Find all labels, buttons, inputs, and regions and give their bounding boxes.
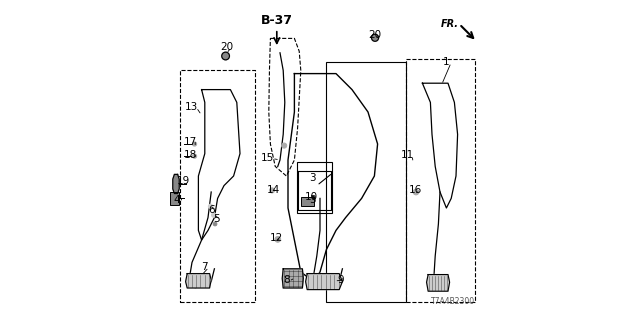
Bar (297, 162, 332, 213)
Text: 18: 18 (184, 150, 197, 160)
Circle shape (413, 189, 419, 195)
Text: 4: 4 (173, 195, 180, 205)
Text: 3: 3 (308, 195, 316, 205)
Text: 17: 17 (184, 137, 197, 148)
Text: 9: 9 (337, 275, 344, 285)
Text: 7: 7 (201, 262, 207, 272)
Text: 5: 5 (212, 214, 220, 224)
Text: 20: 20 (220, 42, 233, 52)
Circle shape (193, 154, 196, 158)
Text: 13: 13 (185, 102, 198, 112)
Bar (170, 192, 179, 205)
Text: 14: 14 (267, 185, 280, 196)
Polygon shape (282, 269, 303, 288)
Circle shape (282, 143, 287, 148)
Circle shape (269, 188, 275, 193)
Text: 12: 12 (270, 233, 284, 244)
Circle shape (211, 213, 216, 217)
Bar (180, 70, 255, 302)
Text: B-37: B-37 (261, 14, 293, 27)
Bar (301, 197, 314, 206)
Circle shape (275, 236, 280, 242)
Text: 20: 20 (369, 29, 381, 40)
Polygon shape (186, 274, 211, 288)
Circle shape (222, 52, 230, 60)
Text: 6: 6 (209, 204, 215, 215)
Text: 19: 19 (177, 176, 189, 186)
Text: 1: 1 (443, 57, 450, 68)
Circle shape (372, 34, 379, 41)
Text: FR.: FR. (441, 19, 460, 29)
Circle shape (213, 222, 217, 226)
Bar (326, 62, 406, 302)
Text: 15: 15 (260, 153, 274, 164)
Text: 3: 3 (308, 172, 316, 183)
Circle shape (208, 204, 212, 209)
Text: 11: 11 (401, 150, 413, 160)
Text: T7A4B2300: T7A4B2300 (431, 297, 475, 306)
Polygon shape (173, 174, 179, 194)
Polygon shape (427, 275, 450, 291)
Text: 16: 16 (409, 185, 422, 196)
Circle shape (193, 142, 196, 146)
Bar (406, 59, 475, 302)
Text: 8: 8 (283, 275, 290, 285)
Polygon shape (306, 274, 342, 290)
Text: 10: 10 (305, 192, 317, 202)
